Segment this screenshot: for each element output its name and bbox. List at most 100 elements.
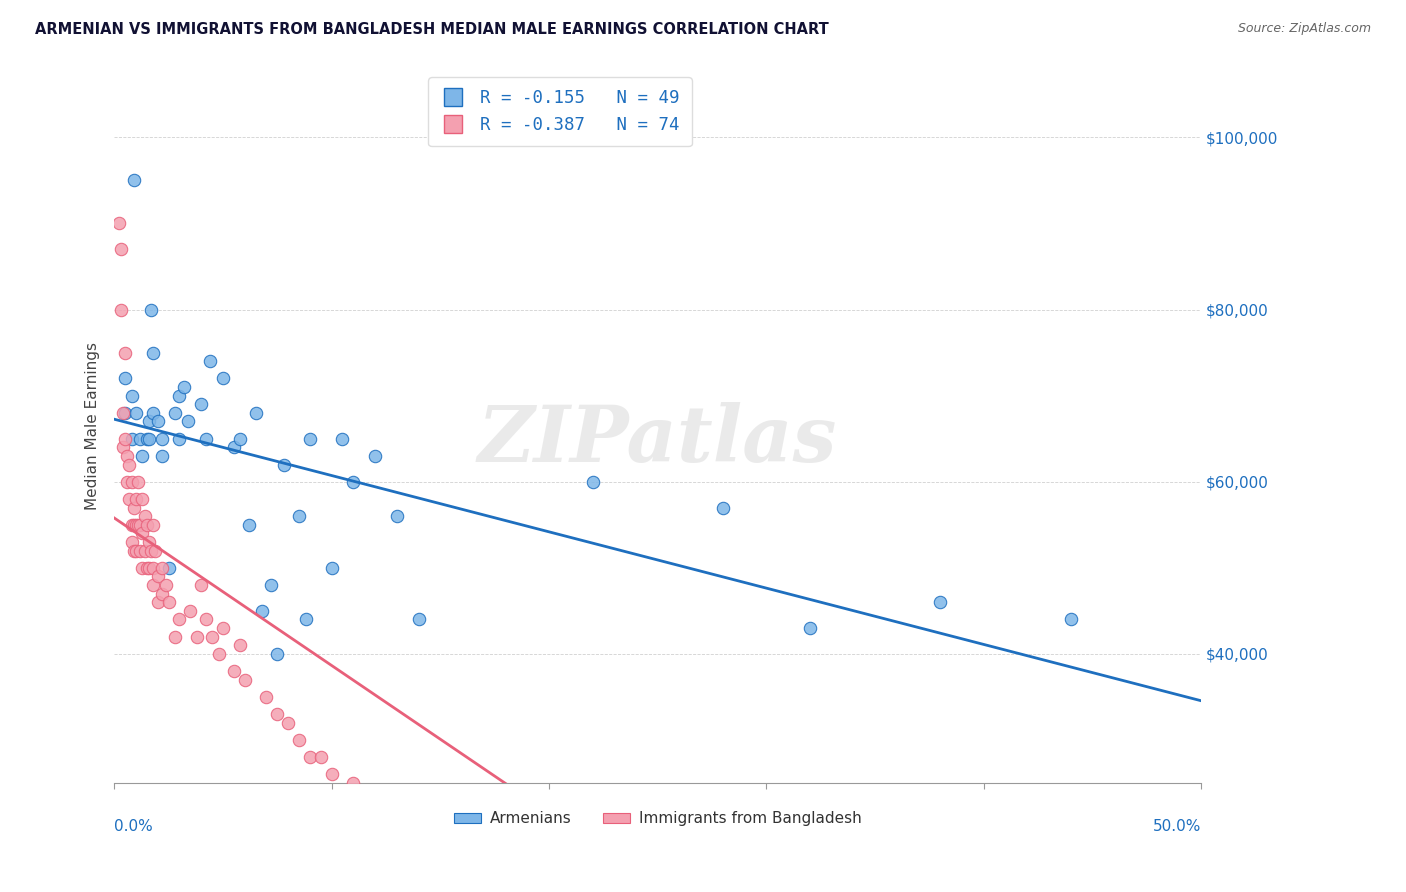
Point — [135, 432, 157, 446]
Point — [190, 578, 212, 592]
Point — [177, 415, 200, 429]
Point — [134, 509, 156, 524]
Point — [169, 389, 191, 403]
Point — [321, 767, 343, 781]
Point — [190, 397, 212, 411]
Point — [115, 449, 138, 463]
Point — [127, 517, 149, 532]
Point — [342, 776, 364, 790]
Point — [127, 475, 149, 489]
Point — [135, 561, 157, 575]
Point — [169, 432, 191, 446]
Point — [129, 517, 152, 532]
Point — [150, 432, 173, 446]
Point — [1060, 612, 1083, 626]
Point — [150, 587, 173, 601]
Point — [145, 543, 167, 558]
Point — [342, 475, 364, 489]
Point — [121, 517, 143, 532]
Point — [277, 715, 299, 730]
Point — [408, 612, 430, 626]
Point — [212, 621, 235, 635]
Point — [121, 475, 143, 489]
Point — [142, 517, 165, 532]
Point — [165, 406, 187, 420]
Point — [254, 690, 277, 704]
Point — [581, 845, 603, 859]
Point — [245, 406, 267, 420]
Point — [273, 458, 295, 472]
Point — [111, 406, 134, 420]
Point — [647, 862, 669, 876]
Point — [135, 517, 157, 532]
Point — [121, 389, 143, 403]
Point — [138, 535, 160, 549]
Point — [114, 371, 136, 385]
Point — [288, 509, 311, 524]
Point — [165, 630, 187, 644]
Point — [186, 630, 208, 644]
Point — [250, 604, 273, 618]
Point — [298, 432, 321, 446]
Point — [131, 449, 153, 463]
Text: 50.0%: 50.0% — [1153, 819, 1201, 834]
Point — [122, 173, 145, 187]
Point — [711, 871, 734, 885]
Point — [118, 458, 141, 472]
Text: Source: ZipAtlas.com: Source: ZipAtlas.com — [1237, 22, 1371, 36]
Point — [157, 595, 180, 609]
Point — [309, 750, 332, 764]
Point — [129, 432, 152, 446]
Point — [321, 561, 343, 575]
Point — [114, 432, 136, 446]
Point — [198, 354, 221, 368]
Point — [288, 733, 311, 747]
Point — [146, 595, 169, 609]
Point — [131, 526, 153, 541]
Text: 0.0%: 0.0% — [114, 819, 153, 834]
Point — [194, 612, 217, 626]
Point — [111, 440, 134, 454]
Point — [294, 612, 316, 626]
Point — [131, 491, 153, 506]
Y-axis label: Median Male Earnings: Median Male Earnings — [86, 342, 100, 510]
Point — [122, 500, 145, 515]
Point — [238, 517, 260, 532]
Point — [150, 561, 173, 575]
Point — [266, 647, 288, 661]
Point — [118, 491, 141, 506]
Point — [173, 380, 195, 394]
Point — [146, 569, 169, 583]
Point — [212, 371, 235, 385]
Point — [142, 406, 165, 420]
Point — [141, 302, 163, 317]
Point — [222, 664, 245, 678]
Point — [115, 475, 138, 489]
Text: ZIPatlas: ZIPatlas — [478, 401, 838, 478]
Point — [131, 561, 153, 575]
Point — [142, 561, 165, 575]
Point — [929, 595, 952, 609]
Point — [711, 500, 734, 515]
Point — [125, 517, 148, 532]
Point — [122, 543, 145, 558]
Legend: Armenians, Immigrants from Bangladesh: Armenians, Immigrants from Bangladesh — [447, 805, 868, 832]
Text: ARMENIAN VS IMMIGRANTS FROM BANGLADESH MEDIAN MALE EARNINGS CORRELATION CHART: ARMENIAN VS IMMIGRANTS FROM BANGLADESH M… — [35, 22, 830, 37]
Point — [581, 475, 603, 489]
Point — [169, 612, 191, 626]
Point — [125, 406, 148, 420]
Point — [233, 673, 256, 687]
Point — [110, 302, 132, 317]
Point — [385, 509, 408, 524]
Point — [207, 647, 229, 661]
Point — [298, 750, 321, 764]
Point — [408, 802, 430, 816]
Point — [179, 604, 201, 618]
Point — [157, 561, 180, 575]
Point — [114, 345, 136, 359]
Point — [146, 415, 169, 429]
Point — [364, 449, 387, 463]
Point — [155, 578, 177, 592]
Point — [150, 449, 173, 463]
Point — [332, 432, 354, 446]
